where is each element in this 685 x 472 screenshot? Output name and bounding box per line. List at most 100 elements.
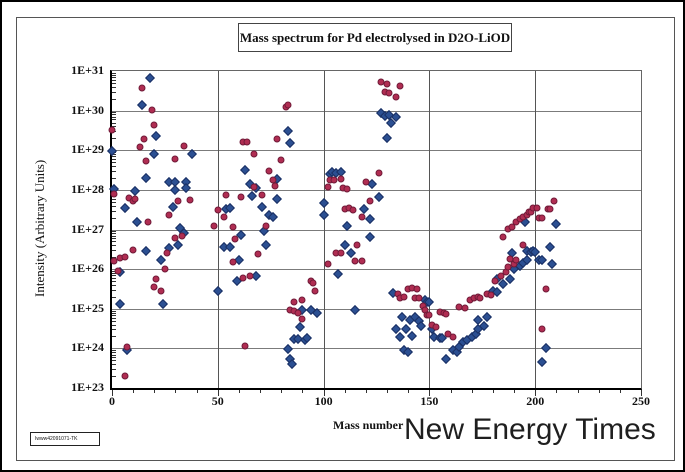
- gridline-vertical: [217, 71, 219, 388]
- data-point-red: [110, 257, 118, 265]
- y-minor-tick: [112, 233, 116, 235]
- data-point-red: [290, 298, 298, 306]
- data-point-red: [366, 197, 374, 205]
- data-point-red: [497, 272, 505, 280]
- y-minor-tick: [112, 245, 116, 247]
- x-tick-label: 100: [314, 394, 333, 408]
- data-point-blue: [145, 73, 156, 84]
- y-minor-tick: [112, 275, 116, 277]
- y-minor-tick: [112, 217, 116, 219]
- x-minor-tick: [492, 390, 494, 393]
- data-point-red: [499, 233, 507, 241]
- x-minor-tick: [196, 390, 198, 393]
- x-major-tick: [429, 390, 431, 396]
- data-point-red: [512, 256, 520, 264]
- x-major-tick: [535, 390, 537, 396]
- data-point-red: [375, 169, 383, 177]
- data-point-red: [163, 249, 171, 257]
- data-point-blue: [545, 242, 555, 253]
- x-tick-label: 250: [632, 394, 650, 408]
- data-point-red: [171, 155, 179, 163]
- data-point-red: [161, 265, 169, 273]
- y-minor-tick: [112, 238, 116, 240]
- data-point-blue: [267, 212, 278, 223]
- data-point-blue: [350, 305, 361, 316]
- gridline-vertical: [323, 71, 325, 388]
- y-minor-tick: [112, 74, 116, 76]
- data-point-red: [432, 323, 440, 331]
- data-point-red: [425, 311, 433, 319]
- data-point-red: [144, 218, 152, 226]
- data-point-red: [337, 175, 345, 183]
- data-point-red: [243, 138, 251, 146]
- data-point-red: [294, 309, 302, 317]
- x-minor-tick: [577, 390, 579, 393]
- y-minor-tick: [112, 122, 116, 124]
- data-point-red: [136, 143, 143, 151]
- y-minor-tick: [112, 369, 116, 371]
- data-point-red: [210, 222, 218, 230]
- figure-border: [16, 17, 675, 461]
- y-minor-tick: [112, 114, 116, 116]
- data-point-red: [358, 257, 366, 265]
- data-point-blue: [157, 298, 168, 309]
- x-minor-tick: [302, 390, 304, 393]
- data-point-red: [442, 310, 450, 317]
- y-minor-tick: [112, 156, 116, 158]
- data-point-blue: [151, 130, 162, 141]
- data-point-blue: [318, 197, 329, 208]
- y-minor-tick: [112, 376, 116, 378]
- data-point-blue: [540, 342, 551, 353]
- y-axis-title: Intensity (Arbitrary Units): [32, 159, 47, 298]
- y-minor-tick: [112, 312, 116, 314]
- data-point-red: [413, 285, 421, 293]
- x-minor-tick: [598, 390, 600, 393]
- data-point-red: [114, 267, 122, 275]
- data-point-blue: [136, 99, 147, 110]
- y-tick-label: 1E+23: [71, 380, 104, 394]
- data-point-red: [491, 277, 499, 285]
- data-point-red: [546, 205, 554, 213]
- data-point-red: [461, 304, 469, 312]
- x-minor-tick: [365, 390, 367, 393]
- data-point-blue: [407, 331, 418, 342]
- y-tick-label: 1E+30: [71, 102, 104, 117]
- data-point-red: [392, 93, 400, 101]
- data-point-red: [353, 241, 361, 249]
- y-minor-tick: [112, 310, 116, 312]
- data-point-red: [150, 121, 158, 129]
- data-point-red: [231, 235, 239, 243]
- y-tick-label: 1E+28: [71, 181, 104, 196]
- data-point-blue: [225, 241, 236, 252]
- data-point-red: [121, 372, 129, 380]
- y-minor-tick: [112, 205, 116, 207]
- data-point-red: [138, 84, 146, 92]
- data-point-red: [123, 343, 131, 351]
- data-point-blue: [240, 165, 251, 176]
- y-minor-tick: [112, 91, 116, 93]
- x-major-tick: [323, 390, 325, 396]
- y-minor-tick: [112, 231, 116, 233]
- data-point-red: [250, 150, 258, 158]
- data-point-blue: [358, 203, 369, 214]
- y-minor-tick: [112, 241, 116, 243]
- y-minor-tick: [112, 198, 116, 200]
- data-point-red: [157, 287, 165, 295]
- y-minor-tick: [112, 72, 116, 74]
- data-point-red: [362, 178, 370, 186]
- data-point-red: [324, 183, 332, 191]
- x-minor-tick: [619, 390, 621, 393]
- y-minor-tick: [112, 277, 116, 279]
- data-point-blue: [119, 203, 130, 214]
- y-minor-tick: [112, 77, 116, 79]
- gridline-horizontal: [112, 308, 641, 310]
- x-minor-tick: [260, 390, 262, 393]
- data-point-blue: [373, 192, 384, 202]
- data-point-blue: [212, 285, 223, 296]
- data-point-red: [449, 333, 457, 341]
- x-minor-tick: [556, 390, 558, 393]
- y-tick-label: 1E+26: [71, 261, 104, 276]
- y-tick-label: 1E+29: [71, 142, 104, 157]
- data-point-blue: [155, 255, 166, 266]
- x-axis-title: Mass number: [333, 418, 404, 432]
